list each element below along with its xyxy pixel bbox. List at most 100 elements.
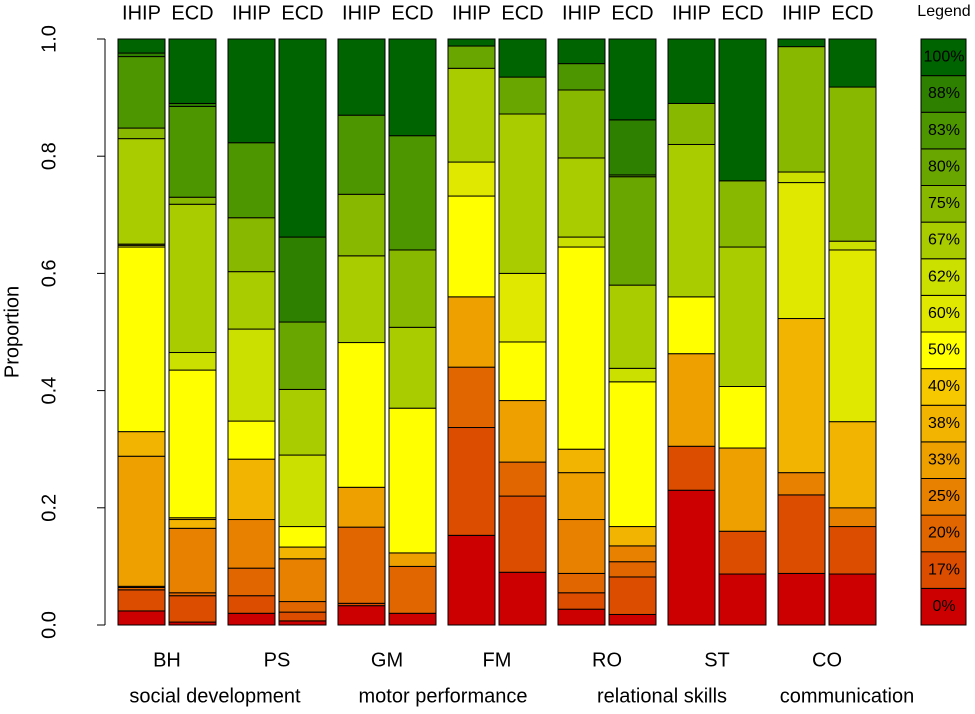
bar-segment (447, 195, 496, 298)
bar-segment (828, 240, 877, 251)
bar-segment (278, 558, 327, 603)
bar-segment (447, 67, 496, 163)
legend-swatch (920, 551, 967, 589)
bar-segment (557, 157, 606, 238)
bar-segment (557, 592, 606, 610)
bar-segment (388, 326, 437, 409)
bar-segment (388, 249, 437, 328)
bar-label: IHIP (342, 2, 381, 24)
bar-segment (168, 519, 217, 529)
bar-segment (498, 495, 547, 573)
bar-segment (557, 572, 606, 594)
bar-label: ECD (831, 2, 873, 24)
bar-label: IHIP (122, 2, 161, 24)
bar-segment (447, 534, 496, 626)
bar-label: IHIP (232, 2, 271, 24)
bar-segment (227, 595, 276, 614)
bar-segment (777, 38, 826, 48)
bar-segment (337, 526, 386, 604)
bar-segment (608, 545, 657, 563)
group-label: ST (704, 649, 730, 671)
bar-segment (667, 38, 716, 104)
bar-segment (667, 489, 716, 626)
bar-label: IHIP (672, 2, 711, 24)
bar-segment (278, 526, 327, 548)
bar-segment (718, 385, 767, 449)
legend-swatch (920, 514, 967, 553)
bar-segment (608, 526, 657, 547)
bar-segment (278, 546, 327, 560)
bar-segment (777, 572, 826, 626)
bar-segment (608, 576, 657, 615)
domain-label: motor performance (359, 685, 528, 707)
bar-segment (608, 367, 657, 383)
bar-segment (777, 472, 826, 496)
bar-segment (168, 203, 217, 354)
bar-segment (168, 105, 217, 198)
legend-swatch (920, 111, 967, 150)
legend-label: 62% (928, 268, 960, 285)
bar-segment (117, 127, 166, 140)
y-tick-label: 0.8 (38, 142, 60, 170)
bar-segment (667, 353, 716, 447)
bar-segment (168, 527, 217, 594)
y-tick-label: 0.4 (38, 377, 60, 405)
bar-segment (667, 296, 716, 355)
legend-swatch (920, 331, 967, 370)
bar-segment (388, 38, 437, 137)
bar-label: ECD (721, 2, 763, 24)
group-label: FM (483, 649, 512, 671)
legend-label: 40% (928, 378, 960, 395)
bar-segment (498, 341, 547, 402)
bar-segment (557, 448, 606, 474)
domain-label: relational skills (597, 685, 727, 707)
bar-segment (278, 620, 327, 626)
bar-segment (608, 561, 657, 578)
legend-label: 88% (928, 85, 960, 102)
legend-label: 17% (928, 561, 960, 578)
legend-swatch (920, 478, 967, 516)
bar-segment (667, 445, 716, 491)
legend-label: 50% (928, 342, 960, 359)
bar-segment (117, 246, 166, 433)
bar-segment (337, 342, 386, 488)
bar-segment (278, 454, 327, 528)
bar-label: ECD (611, 2, 653, 24)
bar-segment (557, 63, 606, 91)
legend-label: 60% (928, 305, 960, 322)
bar-label: IHIP (452, 2, 491, 24)
legend-swatch (920, 221, 967, 260)
bar-segment (447, 366, 496, 429)
bar-segment (388, 135, 437, 251)
bar-segment (117, 38, 166, 54)
bar-segment (828, 421, 877, 509)
legend-swatch (920, 75, 967, 113)
bar-segment (718, 573, 767, 626)
bar-segment (337, 38, 386, 116)
bar-segment (117, 431, 166, 457)
domain-label: social development (129, 685, 301, 707)
bar-segment (388, 565, 437, 614)
bar-segment (117, 610, 166, 626)
group-label: GM (371, 649, 403, 671)
bar-segment (828, 86, 877, 242)
bar-segment (828, 38, 877, 88)
bar-segment (608, 176, 657, 286)
bar-segment (828, 249, 877, 423)
bar-segment (388, 407, 437, 554)
bar-segment (667, 102, 716, 145)
bar-segment (557, 236, 606, 248)
bar-segment (337, 114, 386, 195)
bar-segment (168, 595, 217, 623)
bar-segment (777, 46, 826, 173)
legend-label: 25% (928, 488, 960, 505)
group-label: BH (153, 649, 181, 671)
bar-segment (828, 526, 877, 575)
bar-label: IHIP (782, 2, 821, 24)
legend-label: 83% (928, 122, 960, 139)
legend-swatch (920, 185, 967, 223)
bar-segment (718, 530, 767, 575)
bar-segment (447, 38, 496, 47)
legend-swatch (920, 38, 967, 77)
